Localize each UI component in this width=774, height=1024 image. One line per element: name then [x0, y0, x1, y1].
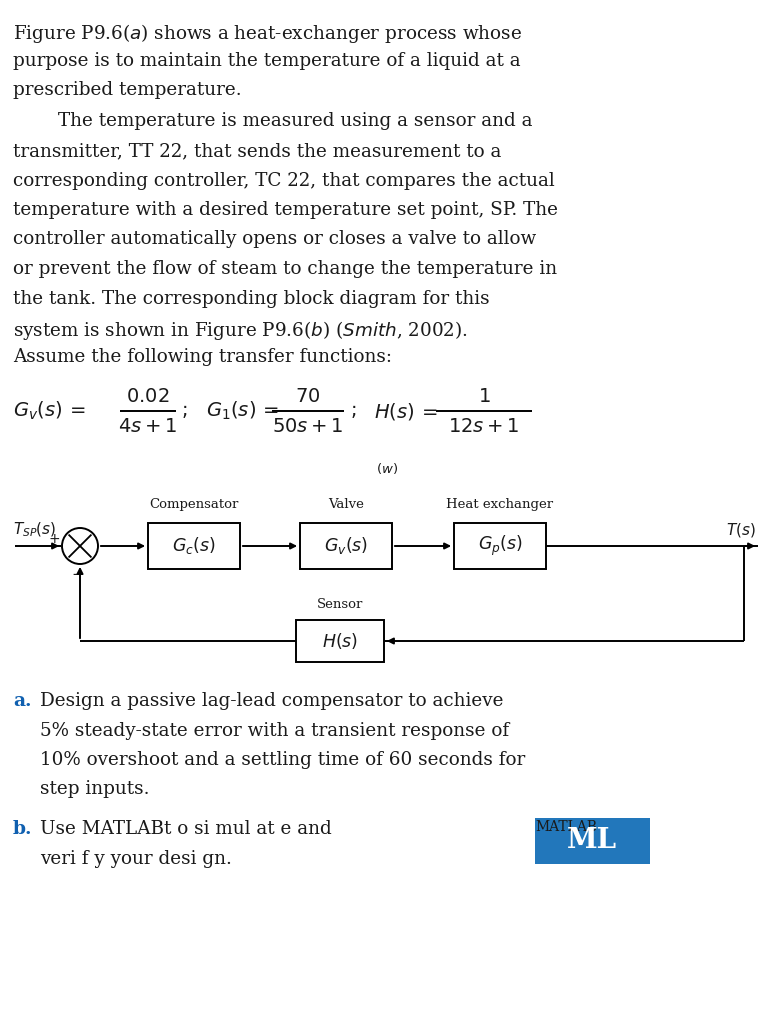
Text: $T(s)$: $T(s)$ [726, 521, 756, 539]
Text: MATLAB: MATLAB [535, 820, 597, 834]
Text: controller automatically opens or closes a valve to allow: controller automatically opens or closes… [13, 230, 536, 249]
Text: $H(s)$: $H(s)$ [322, 631, 358, 651]
Text: transmitter, TT 22, that sends the measurement to a: transmitter, TT 22, that sends the measu… [13, 142, 502, 160]
Text: $70$: $70$ [296, 388, 320, 406]
Text: Design a passive lag-lead compensator to achieve: Design a passive lag-lead compensator to… [40, 692, 504, 710]
Text: $G_p(s)$: $G_p(s)$ [478, 534, 522, 558]
Text: $G_v(s)\,=\,$: $G_v(s)\,=\,$ [13, 399, 85, 422]
Text: Figure P9.6($a$) shows a heat-exchanger process whose: Figure P9.6($a$) shows a heat-exchanger … [13, 22, 522, 45]
Bar [300, 523, 392, 569]
Text: corresponding controller, TC 22, that compares the actual: corresponding controller, TC 22, that co… [13, 171, 555, 189]
Text: $50s + 1$: $50s + 1$ [272, 418, 344, 436]
Text: $12s + 1$: $12s + 1$ [448, 418, 520, 436]
Text: $;$: $;$ [350, 402, 356, 420]
Text: ML: ML [567, 827, 617, 854]
Text: $-$: $-$ [71, 566, 84, 580]
Text: 5% steady-state error with a transient response of: 5% steady-state error with a transient r… [40, 722, 509, 739]
Text: a.: a. [13, 692, 32, 710]
Bar [296, 620, 384, 662]
Text: purpose is to maintain the temperature of a liquid at a: purpose is to maintain the temperature o… [13, 51, 521, 70]
Text: $+$: $+$ [48, 532, 60, 546]
Text: step inputs.: step inputs. [40, 780, 149, 799]
Text: $0.02$: $0.02$ [126, 388, 170, 406]
Text: $1$: $1$ [478, 388, 490, 406]
Text: Compensator: Compensator [149, 498, 238, 511]
Text: $(w)$: $(w)$ [376, 461, 398, 475]
Text: Assume the following transfer functions:: Assume the following transfer functions: [13, 348, 392, 367]
Bar [148, 523, 240, 569]
Text: $G_1(s)\,=\,$: $G_1(s)\,=\,$ [206, 399, 279, 422]
Text: b.: b. [13, 820, 33, 838]
Text: system is shown in Figure P9.6($b$) ($Smith$, 2002).: system is shown in Figure P9.6($b$) ($Sm… [13, 319, 467, 342]
Text: $T_{SP}(s)$: $T_{SP}(s)$ [13, 520, 57, 539]
Text: the tank. The corresponding block diagram for this: the tank. The corresponding block diagra… [13, 290, 490, 307]
Text: 10% overshoot and a settling time of 60 seconds for: 10% overshoot and a settling time of 60 … [40, 751, 526, 769]
Bar [454, 523, 546, 569]
Text: Use MATLABt o si mul at e and: Use MATLABt o si mul at e and [40, 820, 332, 838]
Text: The temperature is measured using a sensor and a: The temperature is measured using a sens… [58, 113, 533, 130]
Text: Valve: Valve [328, 498, 364, 511]
Text: $;$: $;$ [181, 402, 187, 420]
Text: or prevent the flow of steam to change the temperature in: or prevent the flow of steam to change t… [13, 260, 557, 278]
Text: $G_c(s)$: $G_c(s)$ [172, 536, 216, 556]
Text: prescribed temperature.: prescribed temperature. [13, 81, 241, 99]
Text: $G_v(s)$: $G_v(s)$ [324, 536, 368, 556]
Text: Sensor: Sensor [317, 598, 363, 611]
Text: Heat exchanger: Heat exchanger [447, 498, 553, 511]
Text: $4s + 1$: $4s + 1$ [118, 418, 177, 436]
Text: $H(s)\,=\,$: $H(s)\,=\,$ [374, 400, 437, 422]
Bar [535, 817, 650, 863]
Text: veri f y your desi gn.: veri f y your desi gn. [40, 850, 232, 867]
Text: temperature with a desired temperature set point, SP. The: temperature with a desired temperature s… [13, 201, 558, 219]
